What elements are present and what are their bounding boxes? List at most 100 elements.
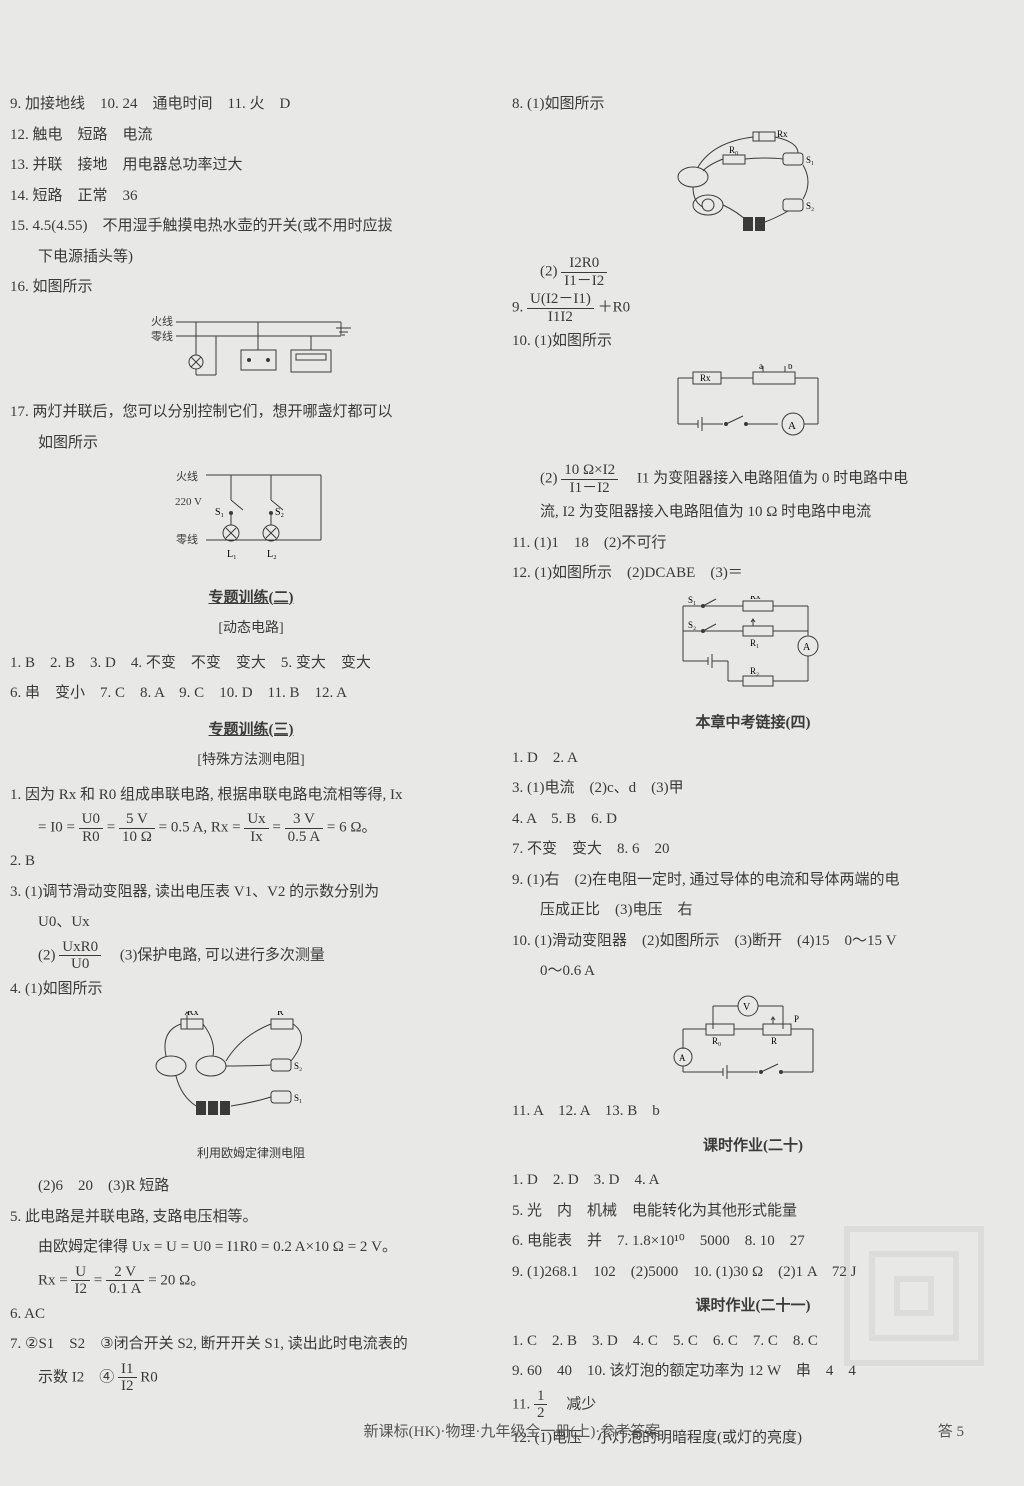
answer-line: 15. 4.5(4.55) 不用湿手触摸电热水壶的开关(或不用时应拔 xyxy=(10,212,492,241)
text: 示数 I2 ④ xyxy=(38,1369,114,1385)
answer-line: (2) I2R0I1－I2 xyxy=(512,255,994,289)
fraction: 2 V0.1 A xyxy=(106,1264,145,1298)
answer-line: 12. 触电 短路 电流 xyxy=(10,121,492,150)
fraction: UxIx xyxy=(244,811,268,845)
text: 减少 xyxy=(551,1396,596,1412)
answer-line: 5. 光 内 机械 电能转化为其他形式能量 xyxy=(512,1197,994,1226)
answer-line: 示数 I2 ④ I1I2 R0 xyxy=(10,1361,492,1395)
svg-text:S₁: S₁ xyxy=(806,155,814,165)
answer-line: 下电源插头等) xyxy=(10,243,492,272)
svg-text:R₂: R₂ xyxy=(750,666,759,676)
svg-text:S₂: S₂ xyxy=(275,507,284,518)
svg-text:R₀: R₀ xyxy=(729,145,738,155)
fraction: 5 V10 Ω xyxy=(119,811,155,845)
text: R0 xyxy=(140,1369,158,1385)
text: = xyxy=(272,820,284,836)
answer-line: 10. (1)如图所示 xyxy=(512,327,994,356)
answer-line: 1. D 2. D 3. D 4. A xyxy=(512,1166,994,1195)
text: = 6 Ω。 xyxy=(327,820,377,836)
answer-line: 11. (1)1 18 (2)不可行 xyxy=(512,529,994,558)
answer-line: 如图所示 xyxy=(10,429,492,458)
section-subtitle: [特殊方法测电阻] xyxy=(10,748,492,775)
fraction: UxR0U0 xyxy=(59,939,101,973)
answer-line: 7. ②S1 S2 ③闭合开关 S2, 断开开关 S1, 读出此时电流表的 xyxy=(10,1330,492,1359)
svg-text:零线: 零线 xyxy=(176,532,198,546)
answer-line: 4. (1)如图所示 xyxy=(10,975,492,1004)
circuit-diagram: V R₀ P R A xyxy=(512,994,994,1090)
text: = I0 = xyxy=(38,820,79,836)
text: I1 为变阻器接入电路阻值为 0 时电路中电 xyxy=(622,470,908,486)
answer-line: 6. 串 变小 7. C 8. A 9. C 10. D 11. B 12. A xyxy=(10,679,492,708)
text: 11. xyxy=(512,1396,534,1412)
answer-line: 9. (1)右 (2)在电阻一定时, 通过导体的电流和导体两端的电 xyxy=(512,866,994,895)
section-title: 专题训练(二) xyxy=(10,584,492,613)
svg-text:S₁: S₁ xyxy=(215,507,224,518)
answer-line: 由欧姆定律得 Ux = U = U0 = I1R0 = 0.2 A×10 Ω =… xyxy=(10,1233,492,1262)
circuit-diagram: S₁ Rx S₂ R₁ A xyxy=(512,596,994,702)
answer-line: 1. B 2. B 3. D 4. 不变 不变 变大 5. 变大 变大 xyxy=(10,649,492,678)
answer-line: (2)6 20 (3)R 短路 xyxy=(10,1172,492,1201)
answer-line: 14. 短路 正常 36 xyxy=(10,182,492,211)
svg-text:A: A xyxy=(679,1053,686,1063)
answer-line: 9. U(I2－I1)I1I2 ＋R0 xyxy=(512,291,994,325)
answer-line: 4. A 5. B 6. D xyxy=(512,805,994,834)
svg-text:L₂: L₂ xyxy=(267,549,277,560)
section-title: 专题训练(三) xyxy=(10,716,492,745)
answer-line: (2) UxR0U0 (3)保护电路, 可以进行多次测量 xyxy=(10,939,492,973)
answer-line: 7. 不变 变大 8. 6 20 xyxy=(512,835,994,864)
svg-text:S₁: S₁ xyxy=(688,596,696,605)
answer-line: 0～0.6 A xyxy=(512,957,994,986)
svg-text:火线: 火线 xyxy=(176,469,198,483)
fraction: I1I2 xyxy=(118,1361,137,1395)
fraction: 3 V0.5 A xyxy=(285,811,324,845)
text: (2) xyxy=(38,947,56,963)
svg-text:Rx: Rx xyxy=(750,596,761,601)
section-subtitle: [动态电路] xyxy=(10,616,492,643)
answer-line: 流, I2 为变阻器接入电路阻值为 10 Ω 时电路中电流 xyxy=(512,498,994,527)
answer-line: 2. B xyxy=(10,847,492,876)
page-number: 答 5 xyxy=(938,1418,964,1447)
page-footer: 新课标(HK)·物理·九年级全一册(上)·参考答案 xyxy=(0,1418,1024,1447)
answer-line: 13. 并联 接地 用电器总功率过大 xyxy=(10,151,492,180)
answer-line: (2) 10 Ω×I2I1－I2 I1 为变阻器接入电路阻值为 0 时电路中电 xyxy=(512,462,994,496)
text: Rx = xyxy=(38,1272,71,1288)
text: (3)保护电路, 可以进行多次测量 xyxy=(105,947,325,963)
svg-text:V: V xyxy=(743,1002,751,1013)
circuit-diagram: Rx a b A xyxy=(512,364,994,455)
fraction: U0R0 xyxy=(79,811,103,845)
answer-line: 10. (1)滑动变阻器 (2)如图所示 (3)断开 (4)15 0～15 V xyxy=(512,927,994,956)
circuit-diagram: Rx R₀ S₁ S₂ xyxy=(512,127,994,248)
svg-text:S₂: S₂ xyxy=(294,1061,302,1071)
answer-line: 1. D 2. A xyxy=(512,744,994,773)
answer-line: 1. 因为 Rx 和 R0 组成串联电路, 根据串联电路电流相等得, Ix xyxy=(10,781,492,810)
fraction: 12 xyxy=(534,1388,548,1422)
svg-text:R: R xyxy=(277,1011,284,1018)
diagram-caption: 利用欧姆定律测电阻 xyxy=(10,1142,492,1165)
svg-text:火线: 火线 xyxy=(151,314,173,328)
text: 9. xyxy=(512,299,527,315)
circuit-diagram: 火线 零线 xyxy=(10,310,492,391)
svg-text:b: b xyxy=(788,364,793,371)
svg-text:R₁: R₁ xyxy=(750,638,759,648)
answer-line: 16. 如图所示 xyxy=(10,273,492,302)
answer-line: 9. 加接地线 10. 24 通电时间 11. 火 D xyxy=(10,90,492,119)
section-title: 本章中考链接(四) xyxy=(512,709,994,738)
answer-line: 8. (1)如图所示 xyxy=(512,90,994,119)
svg-text:A: A xyxy=(788,420,796,432)
text: = xyxy=(94,1272,106,1288)
answer-line: 3. (1)电流 (2)c、d (3)甲 xyxy=(512,774,994,803)
answer-line: 6. AC xyxy=(10,1300,492,1329)
text: = 20 Ω。 xyxy=(148,1272,205,1288)
fraction: I2R0I1－I2 xyxy=(561,255,607,289)
text: = 0.5 A, Rx = xyxy=(159,820,245,836)
answer-line: 压成正比 (3)电压 右 xyxy=(512,896,994,925)
circuit-diagram: 火线 零线 220 V S₁ L₁ S₂ xyxy=(10,465,492,576)
svg-text:S₂: S₂ xyxy=(806,201,814,211)
answer-line: 11. A 12. A 13. B b xyxy=(512,1097,994,1126)
left-column: 9. 加接地线 10. 24 通电时间 11. 火 D 12. 触电 短路 电流… xyxy=(10,90,492,1454)
fraction: UI2 xyxy=(71,1264,90,1298)
svg-text:A: A xyxy=(803,642,811,653)
svg-text:Rx: Rx xyxy=(187,1011,199,1018)
svg-text:R: R xyxy=(771,1036,777,1046)
text: (2) xyxy=(540,470,558,486)
